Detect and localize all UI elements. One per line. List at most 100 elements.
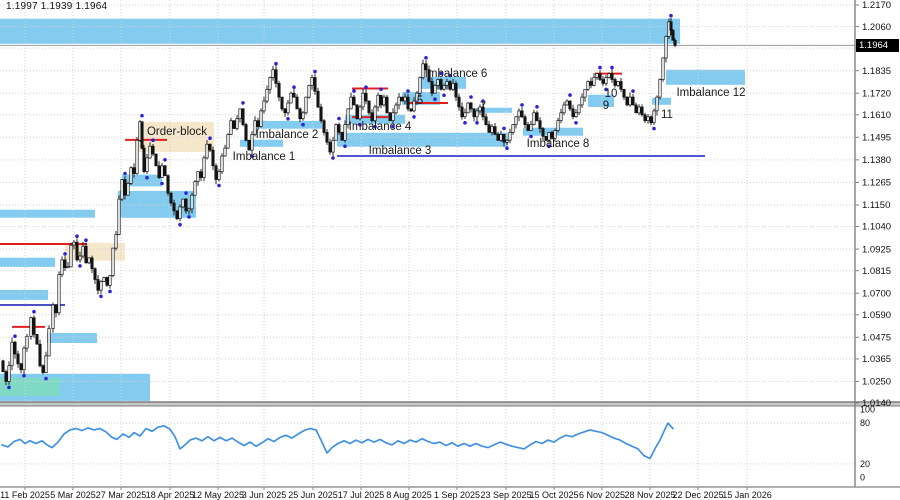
fractal-down-icon [301, 122, 305, 127]
candle [409, 108, 413, 112]
candle [475, 110, 479, 118]
fractal-down-icon [160, 181, 164, 186]
fractal-down-icon [145, 175, 149, 180]
candle [448, 81, 452, 90]
candle [283, 108, 287, 114]
zone-a-zone[interactable] [122, 174, 162, 187]
imbalance-1-zone[interactable] [240, 139, 283, 147]
candle [430, 81, 434, 94]
candle [466, 102, 470, 114]
candle [661, 57, 665, 80]
price-tick-label: 1.0475 [862, 333, 891, 344]
fractal-down-icon [463, 121, 467, 125]
zone-7-zone[interactable] [477, 107, 512, 113]
candle [316, 90, 320, 108]
zone-e-zone[interactable] [0, 257, 55, 267]
candle [214, 165, 218, 180]
candle [669, 21, 673, 31]
candle [241, 108, 245, 125]
candle [472, 108, 476, 118]
imbalance-12-zone[interactable] [666, 69, 745, 85]
candle [628, 96, 632, 106]
fractal-up-icon [631, 89, 635, 93]
price-tick-label: 1.1040 [862, 222, 891, 233]
candle [436, 79, 440, 86]
candle [340, 132, 344, 141]
candle [361, 92, 365, 108]
candle [640, 106, 644, 116]
zone-d-zone[interactable] [0, 209, 95, 218]
time-axis[interactable]: 11 Feb 2025 5 Mar 2025 27 Mar 2025 18 Apr 2… [0, 486, 900, 500]
date-tick-label: 1 Sep 2025 [434, 490, 480, 500]
date-tick-label: 15 Oct 2025 [529, 490, 578, 500]
candle [244, 124, 248, 141]
fractal-up-icon [439, 71, 443, 76]
zone-label: 9 [603, 100, 609, 112]
candle [319, 106, 323, 122]
candle [13, 341, 17, 355]
panel-separator[interactable] [0, 401, 900, 407]
candle [544, 136, 548, 141]
fractal-up-icon [406, 89, 410, 93]
candle [4, 371, 8, 382]
candle [301, 112, 305, 120]
candle [589, 81, 593, 86]
zone-f-zone[interactable] [0, 289, 48, 300]
zone-label: Imbalance 12 [676, 87, 745, 99]
fractal-up-icon [13, 334, 17, 339]
candle [32, 317, 36, 335]
imbalance-3-zone[interactable] [337, 132, 508, 147]
candle [370, 112, 374, 121]
date-tick-label: 18 Apr 2025 [146, 490, 195, 500]
zone-5-zone[interactable] [402, 91, 440, 105]
candle [496, 134, 500, 141]
oscillator-tick-label: 20 [860, 459, 870, 469]
fractal-down-icon [108, 289, 112, 294]
weekly-imbalance-top-zone[interactable] [0, 18, 680, 44]
price-tick-label: 1.1495 [862, 133, 891, 144]
candle [397, 96, 401, 106]
zone-g-zone[interactable] [47, 333, 97, 343]
date-tick-label: 28 Nov 2025 [624, 490, 675, 500]
candle [123, 179, 127, 196]
candle [22, 347, 26, 371]
zone-9-zone[interactable] [588, 94, 614, 107]
candle [535, 112, 539, 121]
zone-11-zone[interactable] [652, 97, 671, 105]
candle [268, 77, 272, 90]
candle [493, 126, 497, 135]
fractal-up-icon [32, 309, 36, 314]
zone-teal-zone[interactable] [0, 377, 60, 396]
candle [7, 365, 11, 382]
candle [574, 112, 578, 118]
price-axis[interactable]: 1.21701.20601.19501.18351.17201.16101.14… [854, 0, 891, 487]
date-tick-label: 17 Jul 2025 [338, 490, 385, 500]
candle [226, 134, 230, 149]
imbalance-8-zone[interactable] [523, 127, 583, 136]
candle [463, 112, 467, 118]
candle [358, 106, 362, 120]
price-tick-label: 1.2170 [862, 0, 891, 11]
current-price-badge: 1.1964 [856, 39, 899, 52]
candle [631, 96, 635, 106]
fractal-down-icon [343, 144, 347, 149]
candle [157, 165, 161, 178]
fractal-down-icon [574, 121, 578, 125]
candle [142, 147, 146, 172]
candle [175, 210, 179, 220]
candle [382, 96, 386, 106]
level-lines-layer [0, 72, 705, 328]
candle [334, 124, 338, 141]
candle [478, 106, 482, 112]
date-tick-label: 23 Sep 2025 [480, 490, 531, 500]
fractal-down-icon [442, 93, 446, 98]
candle [550, 132, 554, 139]
candle [349, 96, 353, 110]
candle [352, 96, 356, 106]
candle [54, 304, 58, 314]
candle [223, 147, 227, 157]
imbalance-2-zone[interactable] [258, 120, 322, 129]
candle [253, 120, 257, 135]
fractal-up-icon [208, 136, 212, 140]
